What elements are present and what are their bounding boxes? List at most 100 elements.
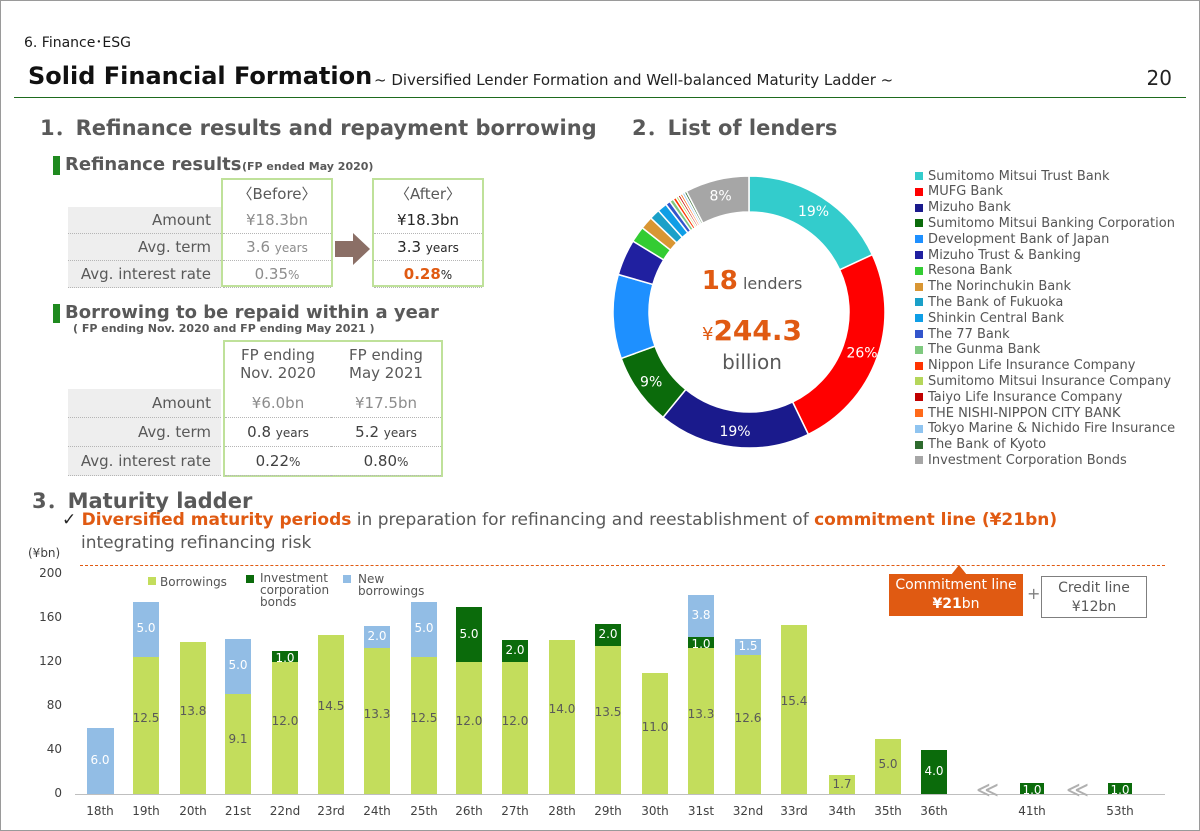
- legend-swatch: [915, 361, 923, 370]
- bar-value-label: 12.0: [271, 714, 299, 729]
- legend-borrowings: Borrowings: [160, 575, 227, 589]
- legend-label: The Norinchukin Bank: [928, 279, 1071, 295]
- bar-value-label: 9.1: [228, 731, 248, 746]
- legend-swatch: [915, 409, 923, 417]
- legend-swatch: [915, 345, 923, 354]
- repay-title: Borrowing to be repaid within a year: [65, 302, 439, 323]
- value-number: 5.2: [355, 423, 380, 441]
- bar-segment: [875, 739, 901, 794]
- bar-segment: [272, 651, 298, 662]
- legend-item: The 77 Bank: [915, 326, 1010, 342]
- legend-swatch-bonds: [246, 575, 254, 583]
- col-header-line2: May 2021: [349, 364, 423, 382]
- y-tick-label: 200: [39, 566, 62, 580]
- x-axis-line: [75, 794, 1165, 795]
- legend-swatch-new: [343, 575, 351, 583]
- refinance-note: (FP ended May 2020): [242, 160, 374, 173]
- bar-value-label: 15.4: [780, 693, 808, 708]
- bar-value-label: 12.5: [410, 711, 438, 726]
- donut-slice-label: 19%: [719, 424, 750, 440]
- legend-label: Resona Bank: [928, 263, 1013, 279]
- legend-swatch: [915, 282, 923, 291]
- x-tick-label: 20th: [179, 804, 207, 818]
- value-unit: %: [289, 455, 301, 469]
- value-number: 0.22: [255, 452, 289, 470]
- donut-slice: [685, 176, 750, 225]
- bar-value-label: 5.0: [459, 626, 479, 641]
- col-nov-header: FP ending Nov. 2020: [225, 346, 331, 382]
- axis-break-icon: ≪: [1066, 778, 1090, 803]
- section3-heading: 3．Maturity ladder: [32, 489, 253, 513]
- legend-label: Taiyo Life Insurance Company: [928, 389, 1123, 405]
- legend-swatch: [915, 251, 923, 259]
- x-tick-label: 27th: [501, 804, 529, 818]
- bar-value-label: 12.0: [455, 714, 483, 729]
- legend-item: Sumitomo Mitsui Trust Bank: [915, 168, 1110, 184]
- legend-item: The Norinchukin Bank: [915, 279, 1071, 295]
- credit-line-box: Credit line ¥12bn: [1041, 576, 1147, 618]
- bar-value-label: 5.0: [878, 756, 898, 771]
- legend-label: MUFG Bank: [928, 184, 1004, 200]
- col-header-line1: FP ending: [349, 346, 423, 364]
- value-number: 3.6: [246, 238, 271, 256]
- legend-label: Mizuho Bank: [928, 200, 1011, 216]
- legend-item: The Gunma Bank: [915, 342, 1040, 358]
- y-axis-unit: (¥bn): [28, 546, 61, 560]
- refi-before-value: ¥18.3bn: [223, 207, 331, 234]
- legend-swatch: [915, 187, 923, 196]
- refinance-title: Refinance results: [65, 154, 242, 175]
- section2-heading: 2．List of lenders: [632, 116, 838, 140]
- bar-segment: [133, 656, 159, 794]
- legend-item: Sumitomo Mitsui Banking Corporation: [915, 215, 1175, 231]
- bar-value-label: 6.0: [90, 753, 110, 767]
- value-unit: years: [383, 426, 417, 440]
- legend-label: The Gunma Bank: [928, 342, 1041, 358]
- bar-segment: [133, 601, 159, 657]
- repay-row-label: Amount: [68, 389, 221, 418]
- x-tick-label: 21st: [224, 804, 252, 818]
- bar-value-label: 2.0: [367, 628, 387, 643]
- bar-value-label: 12.0: [501, 714, 529, 729]
- bar-segment: [364, 647, 390, 794]
- lenders-donut-chart: 19% 26% 19% 9% 8%: [612, 176, 886, 449]
- bar-value-label: 5.0: [414, 621, 434, 635]
- bar-value-label: 1.0: [691, 636, 711, 651]
- legend-label: Sumitomo Mitsui Insurance Company: [928, 373, 1172, 389]
- refi-after-value: 0.28%: [374, 261, 482, 288]
- bar-value-label: 1.5: [738, 639, 758, 654]
- legend-swatch: [915, 440, 923, 449]
- bar-value-label: 12.6: [734, 710, 762, 725]
- col-may-header: FP ending May 2021: [333, 346, 439, 382]
- bar-segment: [642, 673, 668, 794]
- bar-segment: [225, 638, 251, 694]
- legend-swatch: [915, 235, 923, 244]
- x-tick-label: 19th: [132, 804, 160, 818]
- legend-swatch: [915, 266, 923, 275]
- legend-item: Resona Bank: [915, 263, 1012, 279]
- col-header-line1: FP ending: [241, 346, 315, 364]
- page-number: 20: [1146, 66, 1172, 90]
- bullet-text: in preparation for refinancing and reest…: [351, 510, 815, 530]
- legend-swatch: [915, 424, 923, 433]
- x-tick-label: 29th: [594, 804, 622, 818]
- x-tick-label: 28th: [548, 804, 576, 818]
- legend-label: Nippon Life Insurance Company: [928, 358, 1136, 374]
- value-unit: years: [274, 241, 308, 255]
- x-tick-label: 25th: [410, 804, 438, 818]
- after-box: [372, 178, 484, 287]
- bar-segment: [688, 594, 714, 637]
- x-tick-label: 18th: [86, 804, 114, 818]
- legend-label: Development Bank of Japan: [928, 231, 1110, 247]
- title-divider: [14, 97, 1186, 98]
- bullet-emphasis-1: Diversified maturity periods: [81, 510, 352, 530]
- legend-label: Shinkin Central Bank: [928, 310, 1064, 326]
- x-tick-label: 22nd: [269, 804, 301, 818]
- refi-after-value: ¥18.3bn: [374, 207, 482, 234]
- bar-value-label: 11.0: [641, 720, 669, 735]
- bar-segment: [688, 647, 714, 794]
- x-tick-label: 31st: [687, 804, 715, 818]
- commitment-line-value: ¥21: [932, 596, 962, 612]
- credit-line-label: Credit line: [1058, 580, 1130, 596]
- x-tick-label: 32nd: [732, 804, 764, 818]
- value-number: 0.8: [247, 423, 272, 441]
